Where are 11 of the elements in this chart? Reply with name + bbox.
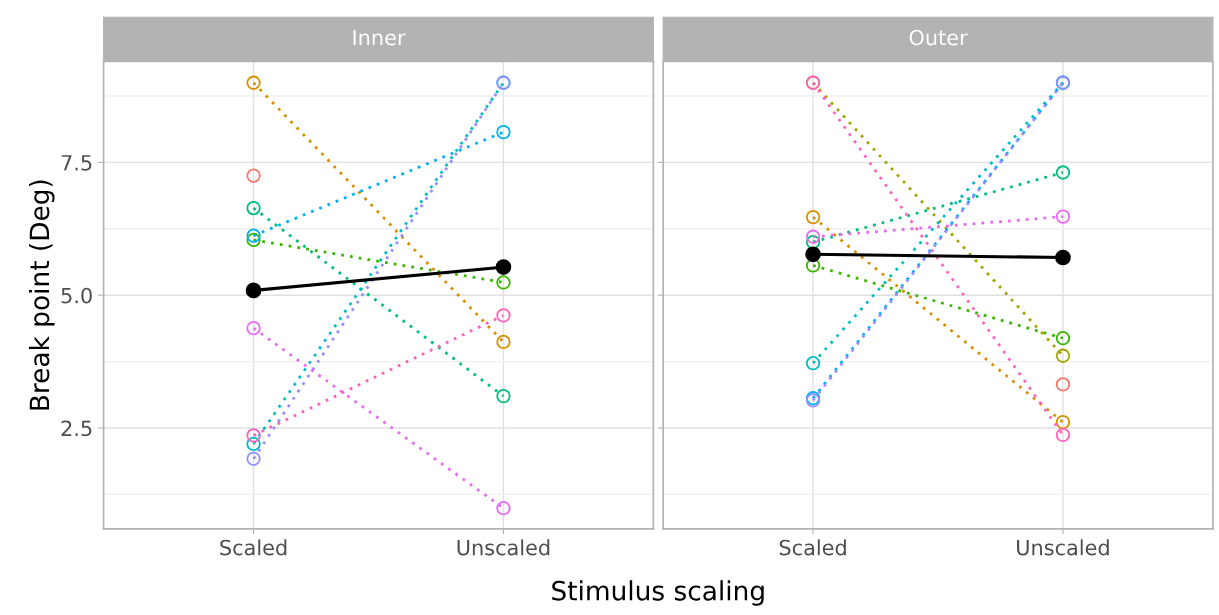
chart-title: Outer: [909, 29, 968, 46]
x-tick-label: Unscaled: [1017, 539, 1109, 556]
x-tick-label: Scaled: [779, 539, 846, 556]
x-tick-label: Unscaled: [457, 539, 550, 556]
y-tick-label: 5.0: [61, 287, 92, 304]
x-axis-title: Stimulus scaling: [552, 580, 764, 606]
x-tick-label: Scaled: [220, 539, 287, 556]
chart-title: Inner: [353, 29, 406, 46]
y-axis-title: Break point (Deg): [28, 180, 55, 410]
y-tick-label: 2.5: [61, 420, 92, 437]
y-tick-label: 7.5: [61, 155, 92, 171]
